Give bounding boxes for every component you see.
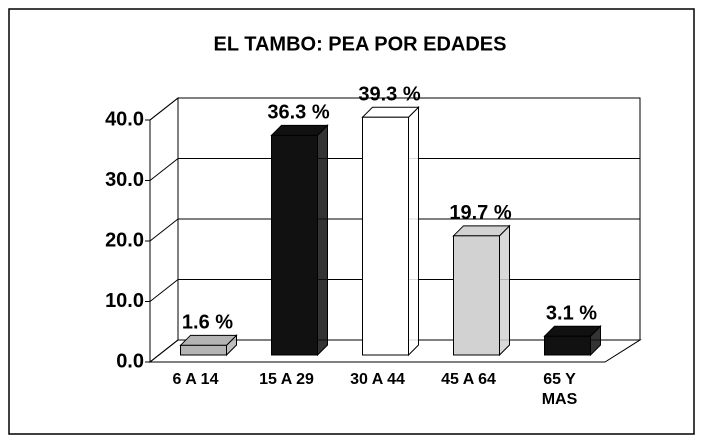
y-tick-label: 30.0	[105, 169, 144, 191]
bar-top	[361, 106, 420, 118]
x-tick-label: 45 A 64	[441, 371, 496, 388]
chart-title: EL TAMBO: PEA POR EDADES	[214, 33, 507, 55]
bar	[362, 116, 409, 356]
bar-side	[317, 124, 328, 357]
bar-top	[179, 334, 238, 346]
bar-top	[452, 225, 511, 237]
grid-line	[149, 158, 179, 181]
x-tick-label: 30 A 44	[350, 371, 405, 388]
bar-top	[543, 325, 602, 337]
value-label: 36.3 %	[267, 102, 329, 124]
bar	[271, 134, 318, 356]
x-tick-label: 6 A 14	[172, 371, 219, 388]
x-tick-label: 65 Y MAS	[541, 371, 578, 408]
y-tick-label: 0.0	[116, 350, 144, 372]
value-label: 19.7 %	[449, 202, 511, 224]
y-tick-label: 40.0	[105, 108, 144, 130]
bar	[180, 344, 227, 356]
grid-line	[149, 279, 179, 302]
bar-top	[270, 124, 329, 136]
grid-line	[149, 97, 179, 121]
bar	[453, 235, 500, 356]
value-label: 3.1 %	[546, 303, 597, 325]
bar-side	[499, 224, 510, 357]
grid-line	[149, 339, 179, 363]
y-tick-label: 10.0	[105, 290, 144, 312]
value-label: 39.3 %	[358, 84, 420, 106]
y-tick-label: 20.0	[105, 229, 144, 251]
value-label: 1.6 %	[182, 312, 233, 334]
bar-side	[408, 106, 419, 357]
grid-line	[149, 218, 179, 242]
bar	[544, 335, 591, 356]
x-tick-label: 15 A 29	[259, 371, 314, 388]
